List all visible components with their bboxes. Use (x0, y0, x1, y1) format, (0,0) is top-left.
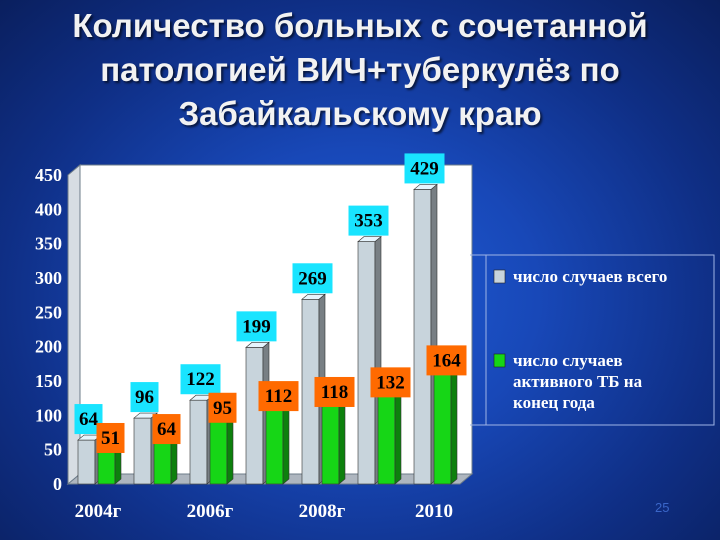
data-label-total: 353 (348, 205, 389, 236)
svg-text:64: 64 (79, 409, 99, 430)
data-label-active: 132 (370, 367, 411, 398)
bar-active (377, 387, 402, 485)
data-label-total: 122 (180, 364, 221, 395)
bar-active (321, 397, 346, 485)
y-tick-label: 100 (35, 405, 62, 425)
svg-text:353: 353 (354, 211, 383, 232)
title-line-3: Забайкальскому краю (178, 95, 542, 132)
bar-total (301, 293, 326, 485)
svg-text:112: 112 (265, 386, 292, 407)
title-line-1: Количество больных с сочетанной (72, 7, 648, 44)
data-label-active: 112 (258, 381, 299, 412)
data-label-active: 51 (96, 422, 125, 453)
legend-item-total: число случаев всего (493, 267, 667, 286)
data-label-active: 118 (314, 376, 355, 407)
page-number: 25 (655, 500, 670, 515)
data-label-active: 164 (426, 345, 467, 376)
slide-title: Количество больных с сочетанной патологи… (0, 4, 720, 136)
data-label-total: 96 (130, 382, 159, 413)
y-tick-label: 300 (35, 268, 62, 288)
legend-label: число случаев активного ТБ на конец года (513, 351, 643, 412)
svg-text:164: 164 (432, 350, 461, 371)
svg-text:199: 199 (242, 316, 271, 337)
svg-text:429: 429 (410, 158, 439, 179)
x-tick-label: 2004г (75, 501, 122, 522)
legend-swatch-active (493, 353, 506, 368)
bar-active (433, 365, 458, 485)
bar-total (245, 341, 270, 485)
svg-text:64: 64 (157, 419, 177, 440)
bar-active (209, 413, 234, 485)
svg-text:118: 118 (321, 382, 348, 403)
legend-swatch-total (493, 269, 506, 284)
bar-active (265, 401, 290, 485)
x-tick-label: 2010 (415, 501, 453, 522)
svg-text:269: 269 (298, 268, 327, 289)
data-label-active: 95 (208, 392, 237, 423)
legend: число случаев всего число случаев активног… (470, 254, 715, 426)
x-tick-label: 2006г (187, 501, 234, 522)
y-tick-label: 200 (35, 337, 62, 357)
y-tick-label: 350 (35, 234, 62, 254)
plot-side-wall (67, 163, 81, 486)
y-tick-label: 450 (35, 165, 62, 185)
legend-label: число случаев всего (513, 267, 667, 286)
y-tick-label: 50 (44, 440, 62, 460)
data-label-active: 64 (152, 414, 181, 445)
data-label-total: 269 (292, 263, 333, 294)
bar-total (357, 235, 382, 485)
data-label-total: 429 (404, 153, 445, 184)
x-tick-label: 2008г (299, 501, 346, 522)
y-tick-label: 0 (53, 474, 62, 494)
y-tick-label: 400 (35, 199, 62, 219)
legend-item-active: число случаев активного ТБ на конец года (493, 351, 643, 412)
svg-text:122: 122 (186, 369, 215, 390)
svg-text:96: 96 (135, 387, 154, 408)
y-tick-label: 150 (35, 371, 62, 391)
bar-total (413, 183, 438, 485)
data-label-total: 199 (236, 311, 277, 342)
y-tick-label: 250 (35, 302, 62, 322)
svg-text:95: 95 (213, 398, 232, 419)
svg-text:51: 51 (101, 428, 120, 449)
svg-text:132: 132 (376, 372, 405, 393)
title-line-2: патологией ВИЧ+туберкулёз по (100, 51, 620, 88)
